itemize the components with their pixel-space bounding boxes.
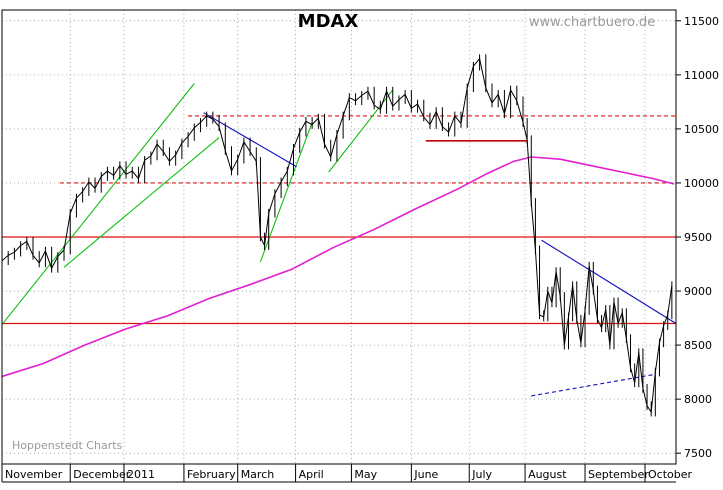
watermark-text: www.chartbuero.de	[529, 15, 655, 30]
x-tick-label: December	[73, 468, 131, 481]
reference-lines	[2, 115, 676, 325]
x-tick-label: April	[299, 468, 324, 481]
x-tick-label: February	[187, 468, 236, 481]
y-tick-label: 9500	[684, 231, 712, 244]
x-tick-label: August	[528, 468, 567, 481]
y-tick-label: 11500	[684, 15, 719, 28]
x-tick-label: November	[5, 468, 63, 481]
moving-average-layer	[1, 156, 675, 378]
downtrend-line	[541, 239, 677, 324]
y-tick-label: 10500	[684, 123, 719, 136]
x-tick-label: July	[471, 468, 492, 481]
x-tick-label: October	[648, 468, 692, 481]
x-tick-label: 2011	[127, 468, 155, 481]
x-tick-label: March	[241, 468, 275, 481]
y-tick-label: 10000	[684, 177, 719, 190]
uptrend-line	[63, 137, 220, 268]
source-label: Hoppenstedt Charts	[12, 439, 123, 452]
chart-title: MDAX	[298, 11, 359, 32]
y-tick-label: 7500	[684, 447, 712, 460]
price-series-layer	[1, 54, 673, 417]
x-tick-label: September	[588, 468, 649, 481]
x-tick-label: May	[354, 468, 377, 481]
axis-layer: 7500 8000 8500 9000 9500 10000 10500 11000 11500…	[1, 9, 719, 483]
x-tick-label: June	[413, 468, 438, 481]
uptrend-line	[1, 83, 195, 325]
y-tick-label: 11000	[684, 69, 719, 82]
moving-average-line	[1, 156, 675, 378]
y-tick-label: 9000	[684, 285, 712, 298]
y-tick-label: 8500	[684, 339, 712, 352]
price-line	[1, 57, 673, 414]
y-tick-label: 8000	[684, 393, 712, 406]
